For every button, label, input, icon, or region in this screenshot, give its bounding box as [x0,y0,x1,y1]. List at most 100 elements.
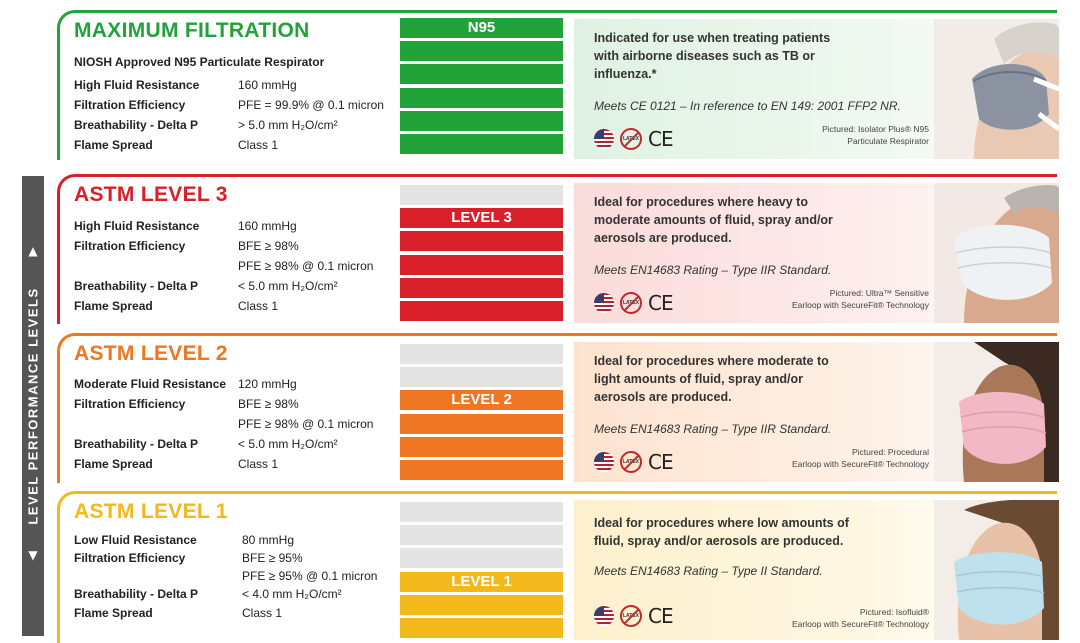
us-flag-icon [594,606,614,626]
level-bar-filled [400,64,563,85]
spec-label: Flame Spread [74,606,153,620]
spec-value: Class 1 [238,299,279,313]
spec-value: PFE = 99.9% @ 0.1 micron [238,98,384,112]
spec-value: Class 1 [238,457,279,471]
spec-value: BFE ≥ 98% [238,239,299,253]
level-bar-empty [400,502,563,522]
spec-label: Breathability - Delta P [74,118,199,132]
spec-value: Class 1 [238,138,279,152]
certification-icons: LATEX CE [594,604,674,628]
spec-label: Filtration Efficiency [74,239,186,253]
ce-mark-icon: CE [648,450,674,474]
level-bar-label: N95 [467,19,496,36]
level-bar-empty [400,525,563,546]
standard-text: Meets EN14683 Rating – Type IIR Standard… [594,422,832,436]
latex-free-icon: LATEX [620,451,642,473]
spec-label: Breathability - Delta P [74,279,199,293]
info-text: Ideal for procedures where heavy to mode… [594,195,833,245]
level-bar-filled [400,618,563,638]
info-text: Indicated for use when treating patients… [594,31,831,81]
section-subtitle: NIOSH Approved N95 Particulate Respirato… [74,55,325,69]
spec-value: < 5.0 mm H₂O/cm² [238,437,338,451]
pictured-line-1: Pictured: Isolator Plus® N95 [822,124,929,134]
section-astm-level-2: ASTM LEVEL 2 Moderate Fluid Resistance 1… [57,333,1059,483]
spec-label: High Fluid Resistance [74,219,200,233]
info-box: Ideal for procedures where moderate to l… [574,342,1059,482]
spec-label: Moderate Fluid Resistance [74,377,227,391]
section-astm-level-3: ASTM LEVEL 3 High Fluid Resistance 160 m… [57,174,1059,324]
section-title: MAXIMUM FILTRATION [74,19,310,42]
spec-value: < 4.0 mm H₂O/cm² [242,587,342,601]
pictured-caption: Pictured: Ultra™ Sensitive Earloop with … [792,287,929,311]
info-box: Indicated for use when treating patients… [574,19,1059,159]
pictured-line-2: Particulate Respirator [847,136,929,146]
level-bar-empty [400,344,563,364]
up-arrow-icon: ▲ [28,244,38,258]
mask-model-photo [934,183,1059,323]
level-bar-filled [400,413,563,434]
level-bar-label: LEVEL 2 [451,391,512,409]
level-bar-filled [400,460,563,480]
us-flag-icon [594,129,614,149]
spec-label: Filtration Efficiency [74,551,186,565]
us-flag-icon [594,452,614,472]
ce-mark-icon: CE [648,291,674,315]
spec-value: PFE ≥ 98% @ 0.1 micron [238,259,374,273]
level-bar-filled [400,110,563,131]
latex-free-icon: LATEX [620,605,642,627]
pictured-line-1: Pictured: Ultra™ Sensitive [829,288,929,298]
certification-icons: LATEX CE [594,127,674,151]
level-bar-filled [400,18,563,38]
pictured-line-2: Earloop with SecureFit® Technology [792,619,929,629]
certification-icons: LATEX CE [594,291,674,315]
performance-levels-sidebar: ▲ LEVEL PERFORMANCE LEVELS ▼ [22,176,44,636]
pictured-line-1: Pictured: Procedural [851,447,929,457]
spec-value: < 5.0 mm H₂O/cm² [238,279,338,293]
spec-label: Filtration Efficiency [74,98,186,112]
level-bar-filled [400,436,563,457]
mask-model-photo [934,342,1059,482]
spec-label: Low Fluid Resistance [74,533,197,547]
spec-label: Breathability - Delta P [74,587,199,601]
spec-value: PFE ≥ 95% @ 0.1 micron [242,569,378,583]
spec-value: 120 mmHg [238,377,297,391]
section-title: ASTM LEVEL 2 [74,342,228,365]
ce-mark-icon: CE [648,604,674,628]
level-bar-filled [400,41,563,62]
pictured-line-1: Pictured: Isofluid® [859,607,929,617]
spec-value: BFE ≥ 95% [242,551,303,565]
spec-label: Filtration Efficiency [74,397,186,411]
level-bar-label: LEVEL 3 [451,209,512,227]
level-bar-filled [400,390,563,411]
level-bar-filled [400,301,563,321]
latex-free-icon: LATEX [620,128,642,150]
standard-text: Meets EN14683 Rating – Type IIR Standard… [594,263,832,277]
spec-value: PFE ≥ 98% @ 0.1 micron [238,417,374,431]
spec-label: Flame Spread [74,299,153,313]
spec-value: > 5.0 mm H₂O/cm² [238,118,338,132]
section-maximum-filtration: MAXIMUM FILTRATION NIOSH Approved N95 Pa… [57,10,1059,160]
level-bar-filled [400,594,563,615]
level-bar-empty [400,548,563,569]
spec-value: 160 mmHg [238,219,297,233]
spec-label: Flame Spread [74,138,153,152]
level-bar-filled [400,571,563,592]
level-bar-filled [400,277,563,298]
down-arrow-icon: ▼ [28,548,38,562]
level-bar-filled [400,231,563,252]
certification-icons: LATEX CE [594,450,674,474]
us-flag-icon [594,293,614,313]
spec-value: 80 mmHg [242,533,295,547]
level-bar-empty [400,367,563,388]
info-text: Ideal for procedures where moderate to l… [594,354,829,404]
standard-text: Meets EN14683 Rating – Type II Standard. [594,564,823,578]
spec-label: Breathability - Delta P [74,437,199,451]
level-bar-filled [400,208,563,229]
level-bar-filled [400,254,563,275]
spec-label: Flame Spread [74,457,153,471]
pictured-caption: Pictured: Procedural Earloop with Secure… [792,446,929,470]
level-bar-label: LEVEL 1 [451,572,512,590]
latex-free-icon: LATEX [620,292,642,314]
section-astm-level-1: ASTM LEVEL 1 Low Fluid Resistance 80 mmH… [57,491,1059,643]
spec-value: BFE ≥ 98% [238,397,299,411]
